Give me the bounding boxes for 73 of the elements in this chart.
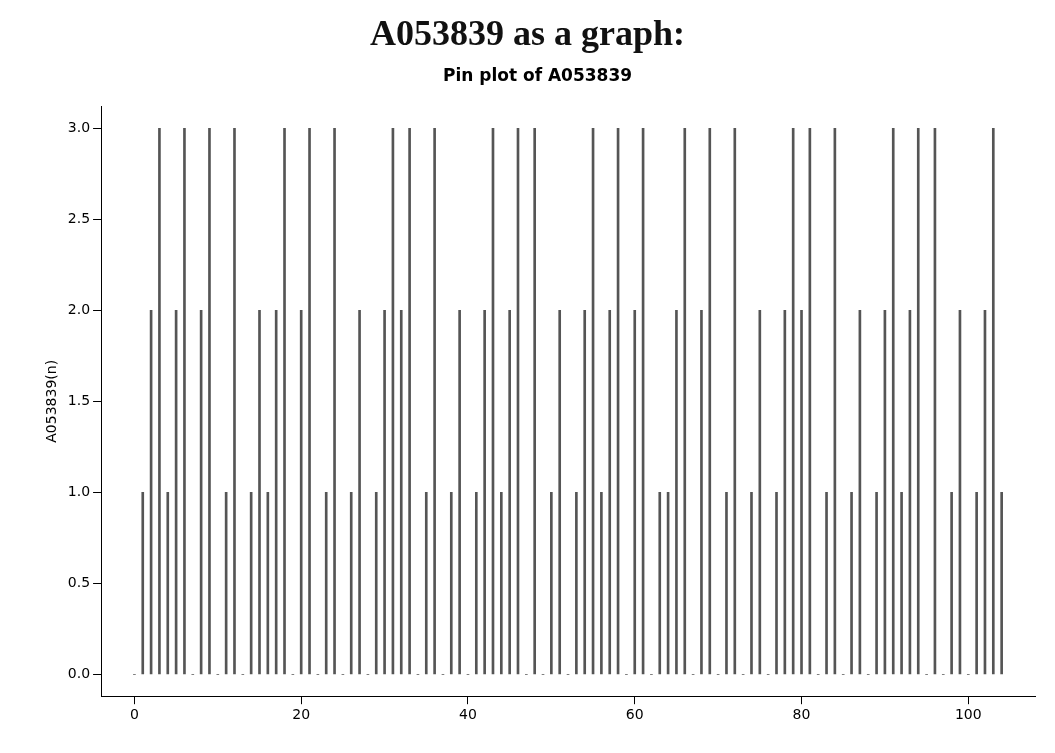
x-tick-label: 20 (292, 706, 311, 723)
bar (283, 127, 286, 675)
chart-title: A053839 as a graph: (369, 12, 686, 55)
bar (233, 127, 236, 675)
bar (349, 491, 353, 675)
bar (633, 309, 637, 675)
x-tick-label: 40 (459, 706, 477, 723)
bar (608, 309, 612, 675)
x-tick-label: 100 (954, 706, 982, 723)
bar (358, 309, 361, 675)
bar (583, 309, 587, 675)
y-tick-label: 1.0 (67, 482, 91, 499)
bar (991, 127, 995, 675)
bar (399, 309, 403, 675)
bar (791, 127, 795, 675)
bar (208, 127, 211, 675)
bar (141, 491, 145, 675)
bar (533, 127, 537, 675)
bar (166, 491, 170, 675)
bar (700, 309, 703, 675)
bar (683, 127, 687, 675)
bar (950, 491, 953, 675)
bar (324, 491, 328, 675)
bar (758, 309, 762, 675)
bar (449, 491, 453, 675)
bar (900, 491, 903, 675)
bar (483, 309, 486, 675)
bar (158, 127, 161, 675)
bar (600, 491, 603, 675)
bar (850, 491, 853, 675)
bar (725, 491, 728, 675)
bar (575, 491, 578, 675)
y-tick-label: 1.5 (67, 391, 91, 408)
bar (424, 491, 428, 675)
bar (1000, 491, 1003, 675)
y-tick-label: 2.5 (67, 209, 91, 226)
bar (658, 491, 662, 675)
bar (550, 491, 553, 675)
y-axis-title: A053839(n) (43, 359, 60, 443)
bar (875, 491, 878, 675)
bar (258, 309, 261, 675)
x-tick-label: 80 (792, 706, 811, 723)
bar (750, 491, 753, 675)
bar (383, 309, 386, 675)
x-tick-label: 60 (625, 706, 644, 723)
bar (408, 127, 411, 675)
bar (916, 127, 920, 675)
bar (733, 127, 737, 675)
bar (775, 491, 778, 675)
y-tick-label: 0.5 (67, 573, 91, 590)
bar (183, 127, 186, 675)
y-tick-label: 3.0 (67, 118, 91, 135)
bar (299, 309, 303, 675)
bar (708, 127, 712, 675)
bar (508, 309, 511, 675)
bar (800, 309, 803, 675)
bar (333, 127, 336, 675)
bar (458, 309, 461, 675)
bar (433, 127, 436, 675)
bar (499, 491, 503, 675)
bar (675, 309, 678, 675)
y-tick-label: 0.0 (67, 665, 91, 681)
bar (891, 127, 895, 675)
bar (558, 309, 562, 675)
bar (975, 491, 978, 675)
bar (308, 127, 311, 675)
bar (474, 491, 478, 675)
bar (825, 491, 828, 675)
chart-subtitle: Pin plot of A053839 (442, 64, 633, 85)
bar (274, 309, 278, 675)
y-tick-label: 2.0 (67, 300, 91, 317)
bar (374, 491, 378, 675)
x-tick-label: 0 (129, 706, 139, 723)
